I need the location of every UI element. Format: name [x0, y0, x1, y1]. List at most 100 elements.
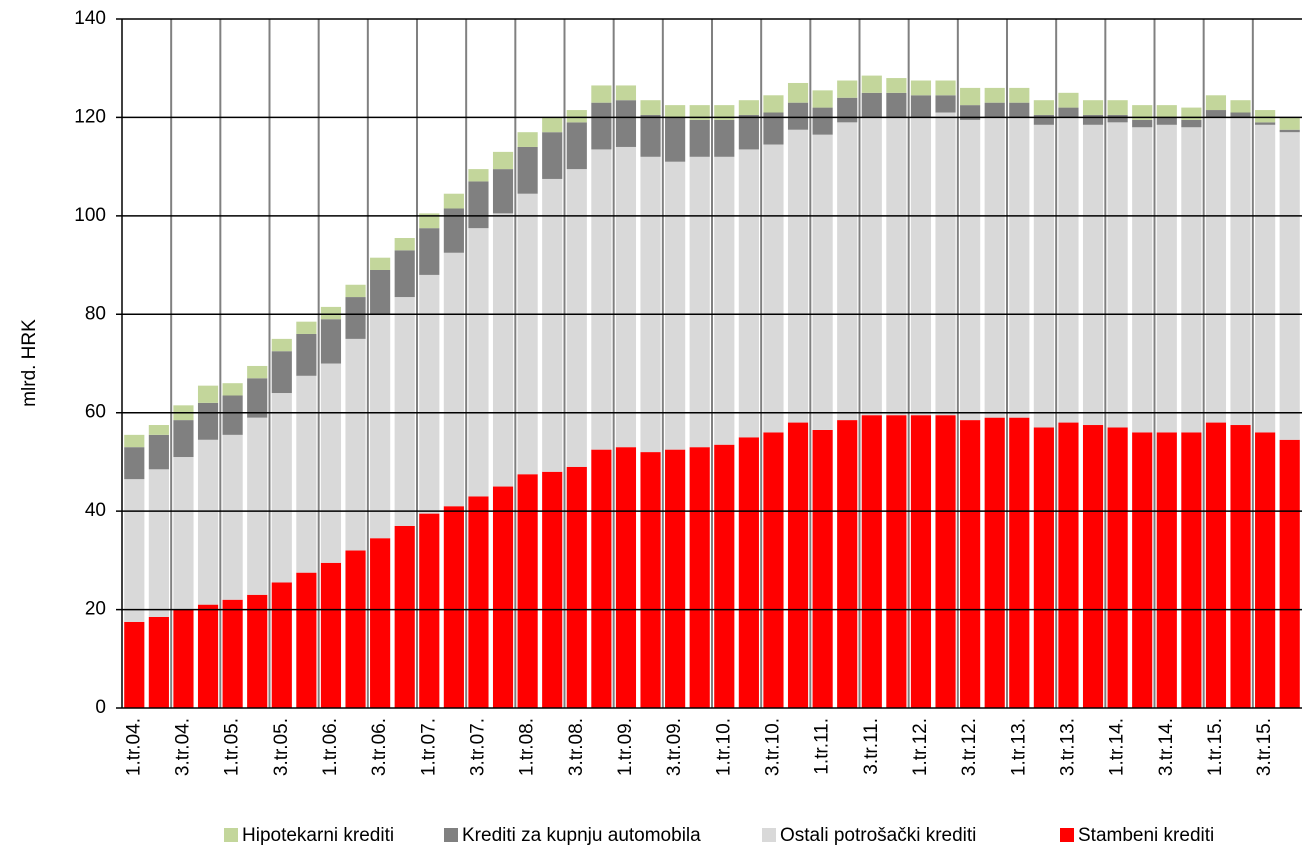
bar-segment [787, 129, 809, 423]
bar-segment [542, 132, 563, 179]
bar-segment [935, 95, 956, 113]
bar-segment [345, 284, 366, 298]
x-tick-label: 1.tr.11. [812, 718, 833, 775]
bar-segment [1132, 119, 1153, 128]
bar-segment [468, 169, 489, 182]
bar-segment [492, 169, 514, 214]
x-tick-label: 3.tr.11. [861, 718, 882, 775]
bar-segment [935, 80, 956, 96]
bar-segment [960, 420, 981, 708]
bar-segment [714, 444, 735, 708]
y-tick-label: 20 [85, 599, 106, 620]
bar-segment [173, 609, 194, 708]
y-tick-label: 0 [95, 697, 106, 718]
x-tick-label: 1.tr.04. [123, 718, 144, 776]
x-tick-label: 3.tr.09. [664, 718, 685, 776]
bar-segment [960, 87, 981, 106]
bar-segment [517, 146, 538, 194]
bar-segment [640, 100, 661, 115]
bar-segment [640, 156, 661, 453]
x-tick-label: 3.tr.10. [762, 718, 783, 776]
bar-segment [861, 415, 882, 708]
bar-segment [468, 228, 489, 497]
bar-segment [320, 306, 342, 320]
bar-segment [148, 469, 169, 617]
bar-segment [296, 321, 317, 334]
bar-segment [837, 420, 858, 708]
bar-segment [1009, 87, 1030, 103]
bar-segment [566, 169, 587, 467]
bar-segment [591, 85, 612, 103]
x-tick-label: 1.tr.12. [910, 718, 931, 776]
bar-segment [714, 156, 735, 445]
bar-segment [197, 439, 219, 605]
bar-segment [984, 117, 1005, 418]
bar-segment [1255, 432, 1276, 708]
bar-segment [1255, 122, 1276, 125]
bar-segment [837, 97, 858, 123]
bar-segment [1230, 100, 1251, 113]
bar-segment [763, 112, 784, 145]
x-tick-label: 3.tr.12. [959, 718, 980, 776]
bar-segment [1230, 112, 1251, 118]
bar-segment [763, 95, 784, 113]
bar-segment [812, 90, 833, 108]
bar-segment [984, 102, 1005, 118]
bar-segment [517, 193, 538, 475]
bar-segment [1181, 432, 1202, 708]
bar-segment [1107, 114, 1128, 123]
bar-segment [345, 550, 366, 708]
bar-segment [394, 525, 415, 708]
bar-segment [1279, 132, 1300, 440]
bar-segment [1058, 117, 1079, 423]
bar-segment [370, 257, 391, 270]
bar-segment [1107, 427, 1128, 708]
x-tick-label: 1.tr.14. [1107, 718, 1128, 776]
legend-swatch [444, 828, 458, 842]
bar-segment [837, 80, 858, 98]
bar-segment [222, 434, 243, 600]
bar-segment [935, 112, 956, 416]
bar-segment [394, 297, 415, 526]
bar-segment [566, 466, 587, 708]
bar-segment [665, 161, 686, 450]
bar-segment [1082, 100, 1104, 115]
bar-segment [1132, 105, 1153, 120]
bar-segment [861, 92, 882, 118]
bar-segment [738, 114, 759, 150]
x-tick-label: 3.tr.13. [1057, 718, 1078, 776]
bar-segment [443, 193, 464, 209]
bar-segment [763, 432, 784, 708]
bar-segment [1205, 110, 1227, 118]
bar-segment [1033, 100, 1054, 115]
x-tick-label: 1.tr.13. [1008, 718, 1029, 776]
bar-segment [738, 149, 759, 438]
x-tick-label: 3.tr.04. [172, 718, 193, 776]
bar-segment [935, 415, 956, 708]
bar-segment [1009, 102, 1030, 118]
bar-segment [566, 110, 587, 123]
bar-segment [173, 420, 194, 458]
bar-segment [492, 486, 514, 708]
bar-segment [1255, 124, 1276, 433]
legend-label: Krediti za kupnju automobila [462, 825, 701, 846]
x-tick-label: 1.tr.05. [222, 718, 243, 776]
bar-segment [443, 506, 464, 708]
bar-segment [443, 252, 464, 507]
bar-segment [468, 181, 489, 229]
bar-segment [689, 447, 710, 708]
bar-segment [468, 496, 489, 708]
bar-segment [787, 102, 809, 130]
bar-segment [492, 151, 514, 170]
bar-segment [665, 449, 686, 708]
bar-segment [320, 363, 342, 563]
bar-segment [689, 156, 710, 448]
bar-segment [222, 383, 243, 396]
y-tick-label: 80 [85, 303, 106, 324]
bar-segment [542, 471, 563, 708]
bar-segment [419, 513, 440, 708]
x-tick-label: 1.tr.10. [713, 718, 734, 776]
bar-segment [910, 415, 932, 708]
bar-segment [222, 599, 243, 708]
bar-segment [492, 213, 514, 487]
